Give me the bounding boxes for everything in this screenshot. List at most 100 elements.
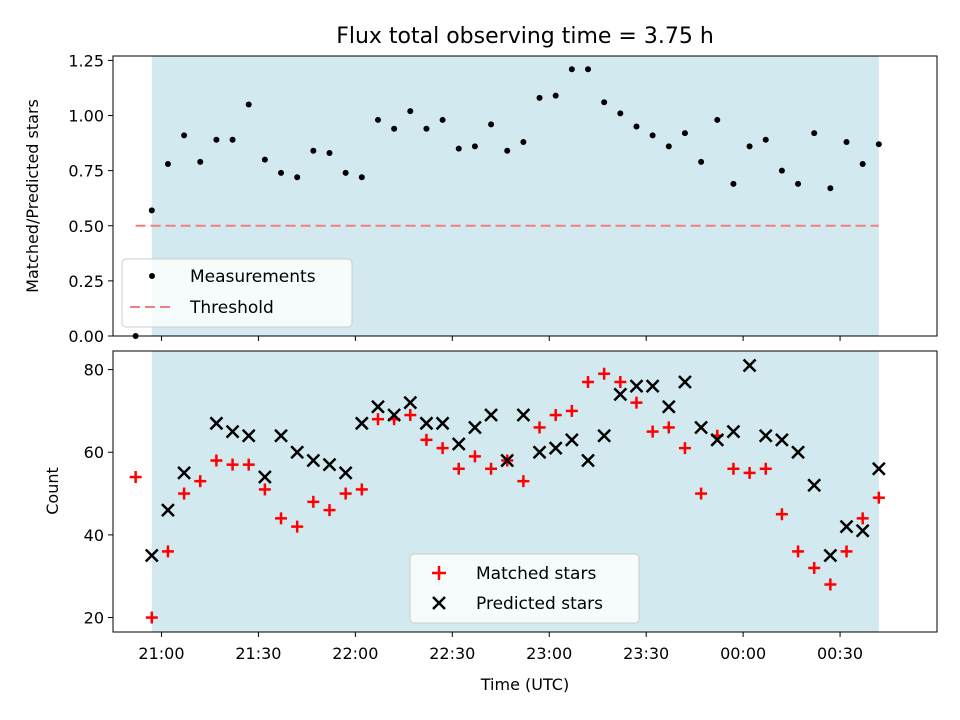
predicted-star-point (775, 432, 789, 447)
measurement-point (423, 125, 430, 132)
ratio-y-tick-label: 0.25 (68, 272, 104, 291)
legend-measurements-label: Measurements (190, 267, 316, 287)
predicted-star-point (823, 548, 838, 563)
predicted-star-point (274, 428, 288, 443)
count-y-tick-label: 60 (84, 443, 104, 462)
measurement-point (843, 138, 850, 145)
measurement-point (164, 161, 171, 168)
predicted-star-point (322, 457, 337, 472)
ratio-points (132, 66, 882, 339)
predicted-star-point (678, 375, 692, 389)
matched-star-point (872, 491, 885, 504)
measurement-point (326, 150, 333, 157)
matched-star-point (743, 466, 756, 479)
count-y-axis-title: Count (43, 467, 62, 515)
matched-star-point (775, 508, 788, 521)
matched-star-point (339, 487, 352, 500)
matched-star-point (210, 454, 223, 467)
measurement-point (552, 92, 559, 99)
matched-star-point (646, 425, 659, 438)
x-tick-label: 00:30 (817, 644, 863, 663)
measurement-point (681, 130, 688, 137)
ratio-legend-box (121, 258, 353, 328)
count-y-ticks: 20 40 60 80 (84, 361, 113, 628)
predicted-star-point (225, 424, 240, 439)
predicted-star-point (613, 387, 628, 402)
x-tick-label: 23:00 (526, 644, 572, 663)
matched-star-point (242, 458, 255, 471)
matched-star-point (808, 561, 821, 574)
measurement-point (488, 121, 495, 128)
matched-star-point (226, 458, 239, 471)
measurement-point (730, 180, 737, 187)
legend-measurements-marker (149, 273, 155, 279)
predicted-star-point (354, 416, 369, 431)
matched-star-point (533, 421, 546, 434)
predicted-star-point (564, 432, 579, 447)
predicted-star-point (144, 548, 159, 563)
ratio-x-ticks (160, 336, 841, 341)
x-axis-title: Time (UTC) (480, 675, 569, 694)
x-tick-label: 21:30 (235, 644, 281, 663)
count-legend-box (409, 553, 640, 624)
x-tick-label: 23:30 (623, 644, 669, 663)
matched-star-point (145, 611, 158, 624)
predicted-star-point (839, 519, 854, 534)
matched-star-point (759, 462, 772, 475)
predicted-star-point (694, 420, 708, 435)
matched-star-point (404, 409, 417, 422)
matched-star-point (307, 495, 320, 508)
predicted-star-point (597, 428, 612, 443)
predicted-star-point (371, 399, 385, 414)
predicted-star-point (451, 437, 466, 451)
measurement-point (504, 147, 511, 154)
measurement-point (617, 110, 624, 117)
matched-star-point (549, 409, 562, 422)
matched-star-point (856, 512, 869, 525)
predicted-star-point (387, 408, 402, 422)
measurement-point (762, 136, 769, 143)
predicted-star-point (629, 379, 644, 394)
measurement-point (358, 174, 365, 181)
measurement-point (439, 116, 446, 123)
ratio-plot-frame (112, 55, 938, 337)
measurement-point (520, 138, 527, 145)
predicted-star-point (435, 416, 450, 431)
x-tick-label: 22:00 (332, 644, 378, 663)
matched-star-point (436, 442, 449, 455)
measurement-point (601, 99, 608, 106)
predicted-star-point (403, 395, 418, 410)
predicted-star-point (532, 445, 547, 460)
matched-star-point (614, 375, 627, 388)
predicted-star-point (516, 408, 531, 422)
matched-star-point (355, 483, 368, 496)
matched-star-point (727, 462, 740, 475)
measurement-point (278, 169, 285, 176)
measurement-point (213, 136, 220, 143)
legend-threshold-label: Threshold (189, 298, 274, 318)
x-tick-label: 00:00 (720, 644, 766, 663)
count-y-tick-label: 40 (84, 526, 104, 545)
matched-star-point (161, 545, 174, 558)
x-tick-label: 22:30 (429, 644, 475, 663)
measurement-point (875, 141, 882, 148)
matched-star-point (598, 367, 611, 380)
measurement-point (181, 132, 188, 139)
matched-star-point (630, 396, 643, 409)
count-x-ticks: 21:00 21:30 22:00 22:30 23:00 23:30 00:00 00:30 (138, 632, 863, 663)
matched-star-point (840, 545, 853, 558)
measurement-point (310, 147, 317, 154)
predicted-star-point (548, 441, 563, 455)
count-y-tick-label: 80 (84, 361, 104, 380)
matched-star-point (582, 375, 595, 388)
x-tick-label: 21:00 (138, 644, 184, 663)
predicted-star-point (241, 428, 256, 443)
predicted-star-point (645, 379, 660, 394)
matched-star-point (452, 462, 465, 475)
ratio-y-tick-label: 1.25 (68, 51, 104, 70)
predicted-star-point (661, 399, 676, 414)
predicted-star-point (484, 408, 498, 422)
matched-star-point (485, 462, 498, 475)
predicted-star-point (758, 428, 773, 443)
matched-star-point (565, 404, 578, 417)
